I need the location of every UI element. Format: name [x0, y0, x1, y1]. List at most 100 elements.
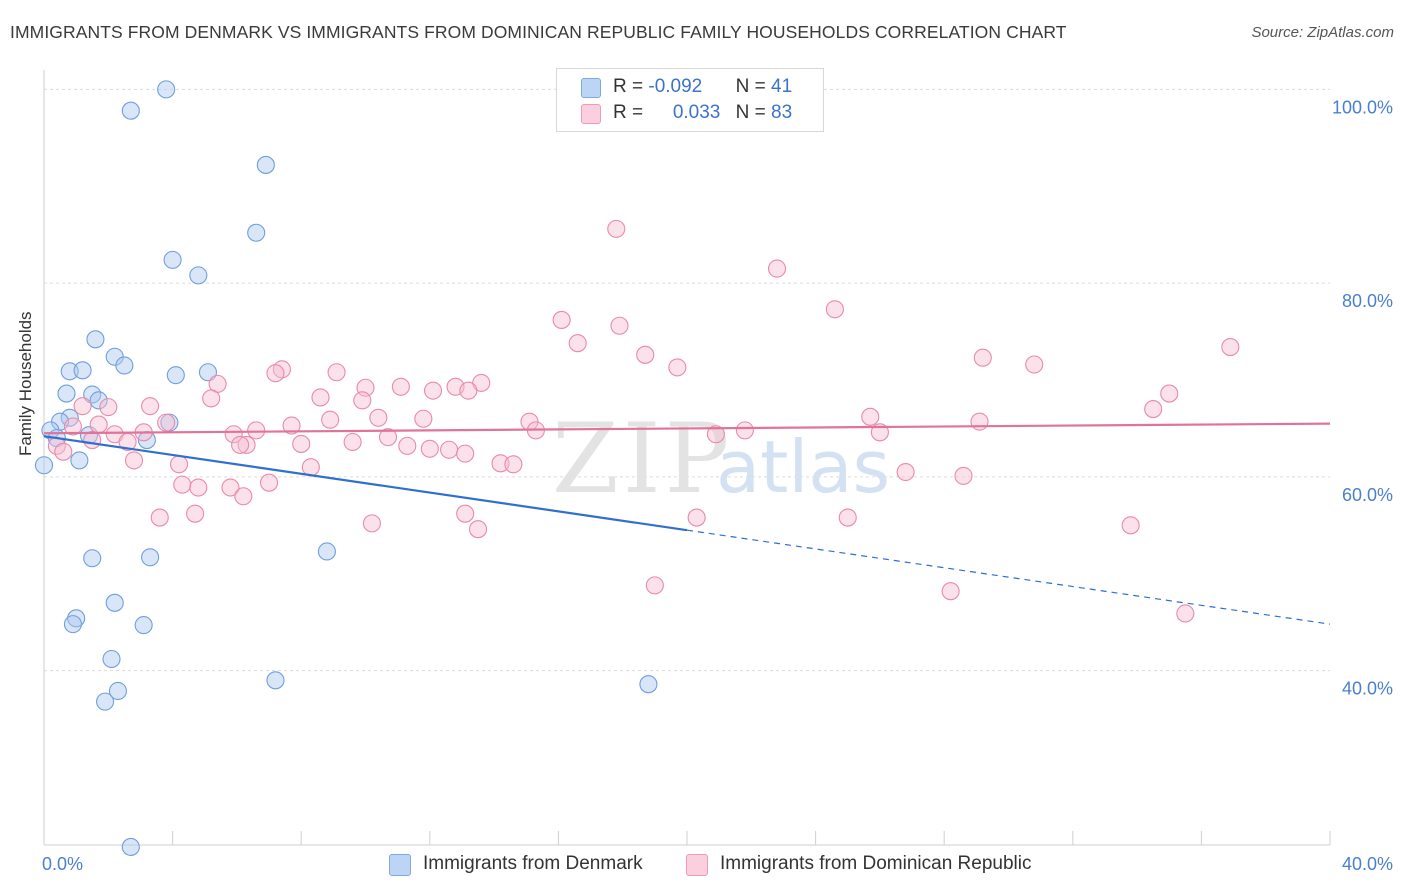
- dominican-point: [735, 421, 754, 440]
- dominican-point: [970, 412, 989, 431]
- denmark-point: [639, 675, 658, 694]
- y-axis-label: Family Households: [16, 311, 35, 456]
- dominican-point: [73, 397, 92, 416]
- dominican-point: [301, 458, 320, 477]
- legend-n-value: 41: [771, 76, 793, 97]
- dominican-point: [343, 432, 362, 452]
- dominican-point: [1025, 355, 1044, 374]
- dominican-point: [282, 416, 301, 435]
- denmark-point: [63, 615, 82, 634]
- legend-swatch-denmark: [581, 78, 601, 98]
- dominican-point: [861, 407, 880, 426]
- correlation-legend: R = -0.092 N = 41 R = 0.033 N = 83: [556, 68, 824, 132]
- dominican-point: [973, 348, 992, 367]
- dominican-point: [456, 504, 475, 523]
- denmark-point: [86, 330, 105, 349]
- dominican-point: [327, 363, 346, 382]
- legend-n-label: N =: [735, 102, 772, 123]
- dominican-point: [552, 310, 571, 329]
- denmark-point: [166, 366, 185, 385]
- dominican-point: [1121, 516, 1140, 535]
- dominican-point: [706, 425, 725, 444]
- source-label: Source: ZipAtlas.com: [1251, 24, 1394, 41]
- dominican-point: [266, 364, 285, 383]
- dominican-point: [491, 454, 510, 473]
- denmark-point: [163, 250, 182, 269]
- dominican-point: [1160, 384, 1179, 403]
- dominican-point: [234, 487, 253, 506]
- x-tick-label: 0.0%: [42, 854, 83, 874]
- denmark-point: [108, 681, 127, 701]
- dominican-point: [504, 455, 523, 474]
- dominican-point: [63, 417, 82, 436]
- denmark-point: [70, 451, 89, 470]
- x-tick-label: 40.0%: [1342, 854, 1393, 874]
- dominican-point: [414, 409, 433, 428]
- dominican-point: [369, 408, 388, 427]
- denmark-point: [89, 391, 108, 410]
- dominican-point: [668, 358, 687, 377]
- legend-n-value: 83: [771, 102, 793, 123]
- dominican-point: [636, 345, 655, 364]
- denmark-point: [60, 362, 79, 381]
- dominican-point: [89, 415, 108, 434]
- dominican-point: [237, 435, 256, 454]
- dominican-point: [259, 473, 279, 492]
- bottom-legend-label-dominican: Immigrants from Dominican Republic: [720, 853, 1032, 874]
- bottom-legend-label-denmark: Immigrants from Denmark: [423, 853, 643, 874]
- denmark-trend-extension: [686, 529, 1331, 625]
- axes: [43, 70, 1331, 846]
- data-points: [34, 80, 1240, 856]
- denmark-point: [198, 363, 218, 382]
- dominican-point: [440, 440, 459, 459]
- chart-title: IMMIGRANTS FROM DENMARK VS IMMIGRANTS FR…: [10, 22, 1067, 42]
- dominican-point: [687, 508, 706, 527]
- y-tick-label: 100.0%: [1332, 97, 1393, 117]
- dominican-point: [353, 391, 372, 410]
- denmark-point: [121, 101, 140, 120]
- denmark-point: [317, 542, 336, 561]
- denmark-point: [34, 456, 54, 475]
- denmark-point: [157, 80, 176, 99]
- dominican-point: [362, 514, 381, 533]
- bottom-legend-swatch-dominican: [686, 854, 708, 876]
- dominican-point: [456, 444, 475, 463]
- dominican-point: [838, 508, 857, 527]
- dominican-point: [247, 421, 266, 440]
- dominican-point: [767, 259, 787, 278]
- x-tick-labels: 0.0% 40.0%: [42, 854, 1393, 874]
- dominican-point: [468, 520, 488, 539]
- dominican-point: [311, 388, 330, 407]
- dominican-point: [202, 389, 221, 408]
- denmark-point: [96, 692, 115, 711]
- dominican-point: [157, 413, 176, 432]
- watermark-zip: ZIP: [552, 403, 733, 515]
- dominican-point: [124, 451, 144, 470]
- denmark-trend-line: [43, 435, 688, 532]
- y-tick-label: 80.0%: [1342, 291, 1393, 311]
- dominican-point: [378, 428, 398, 447]
- dominican-point: [99, 398, 118, 417]
- legend-r-value: 0.033: [672, 102, 721, 123]
- dominican-point: [825, 300, 844, 319]
- denmark-point: [189, 266, 208, 285]
- denmark-point: [266, 671, 285, 690]
- dominican-point: [173, 475, 192, 494]
- dominican-point: [224, 425, 243, 444]
- dominican-point: [141, 397, 160, 416]
- denmark-point: [121, 837, 140, 856]
- legend-r-value: -0.092: [648, 76, 703, 97]
- dominican-point: [292, 434, 311, 453]
- denmark-point: [141, 548, 160, 567]
- denmark-point: [57, 384, 76, 403]
- legend-r-label: R =: [613, 76, 649, 97]
- dominican-point: [1176, 604, 1195, 623]
- y-tick-label: 40.0%: [1342, 679, 1393, 699]
- denmark-point: [256, 155, 275, 174]
- dominican-point: [169, 455, 189, 474]
- dominican-point: [54, 442, 73, 461]
- dominican-point: [420, 439, 439, 458]
- dominican-point: [941, 582, 960, 601]
- denmark-point: [83, 549, 102, 568]
